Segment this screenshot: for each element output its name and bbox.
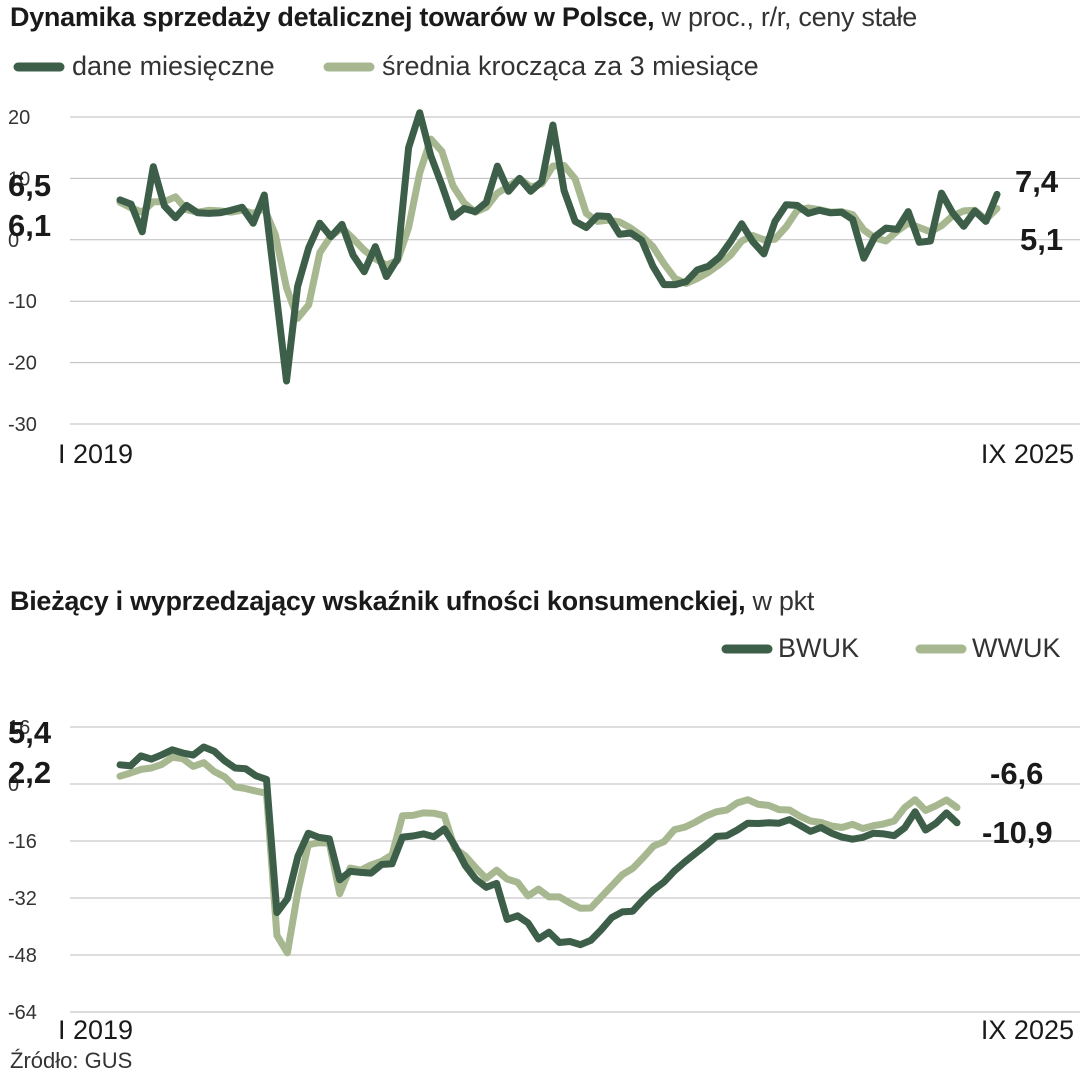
chart2-y-tick-label: -64 [8,1002,37,1024]
chart1-title: Dynamika sprzedaży detalicznej towarów w… [10,2,655,32]
chart1-legend-label: średnia krocząca za 3 miesiące [382,51,759,81]
chart2-start-value-label: 5,4 [8,715,52,750]
chart2-y-tick-label: 16 [8,717,30,739]
chart2-y-tick-label: -16 [8,831,37,853]
chart2-y-tick-label: 0 [8,774,19,796]
chart1-end-value-label: 5,1 [1020,222,1063,257]
source-note: Źródło: GUS [10,1048,133,1073]
chart1-end-value-label: 7,4 [1015,164,1059,199]
chart1-x-start-label: I 2019 [58,439,133,469]
chart2-subtitle: w pkt [752,586,815,616]
chart1-series-line-primary [116,109,1001,385]
chart2-x-end-label: IX 2025 [981,1015,1074,1045]
chart2-start-value-label: 2,2 [8,755,51,790]
chart2-y-tick-label: -48 [8,945,37,967]
chart1-y-tick-label: 20 [8,107,30,129]
chart1-y-tick-label: -10 [8,291,37,313]
chart1-title-row: Dynamika sprzedaży detalicznej towarów w… [10,2,917,33]
chart1-y-tick-label: -20 [8,353,37,375]
chart1-y-tick-label: 10 [8,168,30,190]
chart2-end-value-label: -6,6 [990,756,1043,791]
chart2-y-tick-label: -32 [8,888,37,910]
chart2-title: Bieżący i wyprzedzający wskaźnik ufności… [10,586,746,616]
chart1-start-value-label: 6,5 [8,168,51,203]
chart2-x-start-label: I 2019 [58,1015,133,1045]
chart1-start-value-label: 6,1 [8,208,51,243]
chart1-legend-label: dane miesięczne [72,51,275,81]
chart2-series-line-secondary [116,753,961,957]
chart1-y-tick-label: -30 [8,414,37,436]
chart1-x-end-label: IX 2025 [981,439,1074,469]
chart2-series-line-primary [116,743,961,949]
chart2-title-row: Bieżący i wyprzedzający wskaźnik ufności… [10,586,814,617]
chart1-subtitle: w proc., r/r, ceny stałe [661,2,918,32]
chart2-legend-label: BWUK [778,633,859,663]
chart1-y-tick-label: 0 [8,230,19,252]
chart2-end-value-label: -10,9 [982,815,1053,850]
chart2-legend-label: WWUK [972,633,1060,663]
